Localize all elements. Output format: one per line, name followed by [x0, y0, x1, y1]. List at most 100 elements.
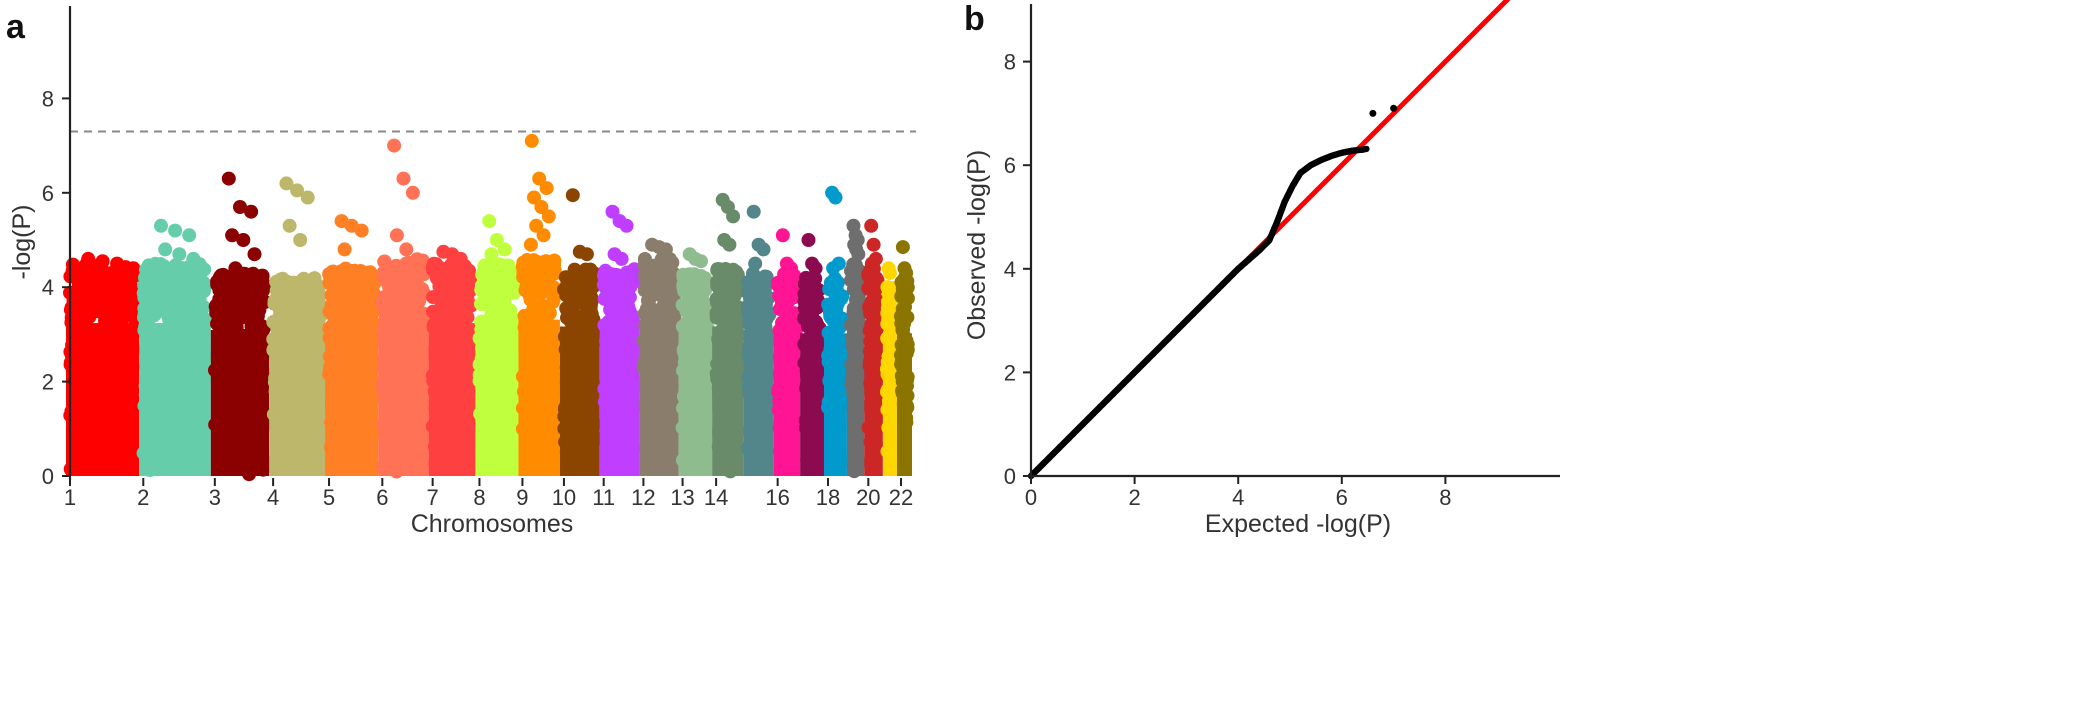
snp-point	[800, 274, 815, 289]
top-hit-point	[579, 247, 594, 262]
snp-point	[279, 279, 294, 294]
snp-point	[121, 301, 136, 316]
y-tick-label: 4	[42, 275, 54, 300]
snp-point	[122, 288, 137, 303]
snp-point	[516, 260, 530, 275]
chromosome-15-points	[740, 204, 777, 476]
snp-point	[169, 260, 183, 275]
top-hit-point	[851, 247, 866, 262]
chromosome-2-points	[136, 218, 214, 477]
chromosome-13-density	[678, 329, 713, 476]
top-hit-point	[158, 242, 173, 257]
snp-point	[609, 282, 624, 297]
snp-point	[849, 262, 864, 277]
snp-point	[312, 290, 327, 305]
top-hit-point	[279, 176, 294, 191]
snp-point	[570, 313, 585, 328]
snp-point	[139, 262, 153, 277]
top-hit-point	[396, 171, 411, 186]
snp-point	[614, 311, 629, 326]
top-hit-point	[453, 251, 468, 266]
top-hit-point	[354, 223, 369, 238]
top-hit-point	[244, 204, 259, 219]
top-hit-point	[489, 233, 504, 247]
snp-point	[144, 273, 159, 288]
snp-point	[322, 304, 337, 319]
snp-point	[803, 294, 818, 309]
snp-point	[126, 261, 141, 276]
top-hit-point	[387, 138, 402, 153]
snp-point	[89, 281, 103, 296]
top-hit-point	[565, 188, 580, 203]
snp-point	[392, 298, 406, 313]
top-hit-point	[221, 171, 236, 186]
top-hit-point	[899, 266, 914, 280]
chromosome-17-points	[797, 233, 827, 476]
top-hit-point	[694, 254, 708, 269]
snp-point	[168, 289, 183, 304]
snp-point	[215, 318, 229, 333]
y-tick-label: 6	[42, 181, 54, 206]
top-hit-point	[532, 171, 547, 186]
snp-point	[803, 308, 818, 323]
chromosome-18-density	[823, 333, 847, 476]
snp-point	[137, 290, 152, 305]
x-tick-label: 13	[670, 485, 694, 510]
snp-point	[151, 286, 166, 301]
y-tick-label: 2	[42, 370, 54, 395]
snp-point	[897, 299, 912, 314]
x-tick-label: 5	[323, 485, 335, 510]
snp-point	[775, 315, 789, 330]
snp-point	[415, 288, 429, 303]
y-tick-label: 4	[1004, 257, 1016, 282]
top-hit-point	[864, 256, 879, 271]
top-hit-point	[895, 240, 910, 255]
x-tick-label: 0	[1025, 485, 1037, 510]
snp-point	[324, 288, 339, 303]
qq-y-axis-title: Observed -log(P)	[963, 150, 991, 340]
snp-point	[726, 262, 741, 277]
snp-point	[325, 264, 340, 279]
x-tick-label: 6	[1336, 485, 1348, 510]
snp-point	[546, 292, 561, 307]
snp-point	[434, 263, 449, 278]
chromosome-22-density	[896, 333, 912, 476]
top-hit-point	[539, 181, 554, 196]
snp-point	[537, 262, 552, 277]
x-tick-label: 18	[816, 485, 840, 510]
top-hit-point	[726, 209, 741, 224]
chromosome-12-points	[636, 237, 682, 476]
chromosome-9-density	[518, 319, 560, 476]
chromosome-3-density	[210, 329, 270, 476]
snp-point	[226, 284, 241, 299]
snp-point	[686, 281, 701, 296]
snp-point	[438, 288, 453, 303]
qq-x-axis-title: Expected -log(P)	[1205, 510, 1391, 538]
top-hit-point	[186, 251, 201, 266]
snp-point	[569, 280, 584, 295]
snp-point	[709, 292, 724, 306]
snp-point	[196, 300, 211, 315]
y-tick-label: 0	[1004, 464, 1016, 489]
chromosome-16-density	[773, 329, 801, 476]
snp-point	[676, 270, 691, 285]
chromosome-18-points	[821, 185, 850, 476]
snp-point	[401, 286, 416, 301]
snp-point	[597, 268, 611, 283]
top-hit-point	[775, 228, 790, 243]
chromosome-14-points	[709, 192, 747, 479]
qq-outlier-point	[1369, 109, 1377, 117]
snp-point	[665, 307, 680, 322]
snp-point	[235, 293, 250, 308]
snp-point	[461, 263, 476, 278]
top-hit-point	[399, 242, 414, 257]
chromosome-6-points	[375, 138, 432, 479]
snp-point	[621, 299, 636, 314]
panel-label-a: a	[6, 8, 26, 46]
snp-point	[713, 265, 728, 280]
top-hit-point	[614, 251, 629, 266]
top-hit-point	[534, 200, 549, 214]
chromosome-5-density	[325, 326, 379, 476]
snp-point	[300, 286, 315, 301]
chromosome-15-density	[743, 329, 774, 476]
